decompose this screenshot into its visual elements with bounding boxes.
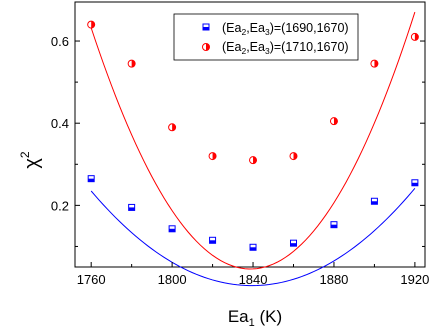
data-point-series-1 xyxy=(87,175,95,183)
x-tick-label: 1920 xyxy=(400,272,429,287)
legend-label-1: (Ea2,Ea3)=(1690,1670) xyxy=(222,21,349,37)
x-axis: 1760 1800 1840 1880 1920 xyxy=(77,262,429,287)
x-tick-label: 1760 xyxy=(77,272,106,287)
data-point-series-2 xyxy=(87,20,96,29)
x-tick-label: 1840 xyxy=(239,272,268,287)
x-tick-label: 1800 xyxy=(158,272,187,287)
data-point-series-2 xyxy=(249,156,258,165)
legend-label-2: (Ea2,Ea3)=(1710,1670) xyxy=(222,40,349,56)
fit-curves xyxy=(90,11,416,287)
legend-entry-2: (Ea2,Ea3)=(1710,1670) xyxy=(202,40,349,56)
x-axis-label-main: Ea xyxy=(228,307,249,326)
data-point-series-1 xyxy=(370,197,378,205)
data-point-series-2 xyxy=(329,117,338,126)
legend-marker-red-circle xyxy=(202,43,210,51)
data-point-series-2 xyxy=(289,152,298,161)
data-markers xyxy=(87,20,419,251)
legend-entry-1: (Ea2,Ea3)=(1690,1670) xyxy=(202,21,349,37)
y-tick-label: 0.2 xyxy=(51,198,69,213)
data-point-series-1 xyxy=(330,221,338,229)
data-point-series-1 xyxy=(249,243,257,251)
x-axis-label-unit: (K) xyxy=(255,307,282,326)
data-point-series-2 xyxy=(208,152,217,161)
legend-box xyxy=(173,13,359,61)
y-axis: 0.2 0.4 0.6 xyxy=(51,34,425,247)
data-point-series-2 xyxy=(410,32,419,41)
plot-area-border xyxy=(74,1,426,268)
data-point-series-1 xyxy=(209,236,217,244)
x-tick-label: 1880 xyxy=(319,272,348,287)
x-axis-label-subscript: 1 xyxy=(249,317,255,329)
data-point-series-2 xyxy=(168,123,177,132)
y-axis-label-superscript: 2 xyxy=(18,151,32,158)
fit-curve-series-1 xyxy=(90,187,416,287)
y-axis-label: χ2 xyxy=(18,151,43,169)
y-tick-label: 0.4 xyxy=(51,116,69,131)
x-axis-label: Ea1 (K) xyxy=(228,307,282,329)
data-point-series-2 xyxy=(370,59,379,68)
data-point-series-1 xyxy=(411,179,419,187)
y-axis-label-main: χ xyxy=(21,158,43,169)
data-point-series-1 xyxy=(128,203,136,211)
legend-marker-blue-square xyxy=(202,23,210,31)
plot-frame xyxy=(74,1,426,268)
y-tick-label: 0.6 xyxy=(51,34,69,49)
fit-curve-series-2 xyxy=(90,11,416,270)
data-point-series-1 xyxy=(168,225,176,233)
data-point-series-1 xyxy=(289,239,297,247)
data-point-series-2 xyxy=(127,59,136,68)
legend: (Ea2,Ea3)=(1690,1670) (Ea2,Ea3)=(1710,16… xyxy=(173,13,359,61)
